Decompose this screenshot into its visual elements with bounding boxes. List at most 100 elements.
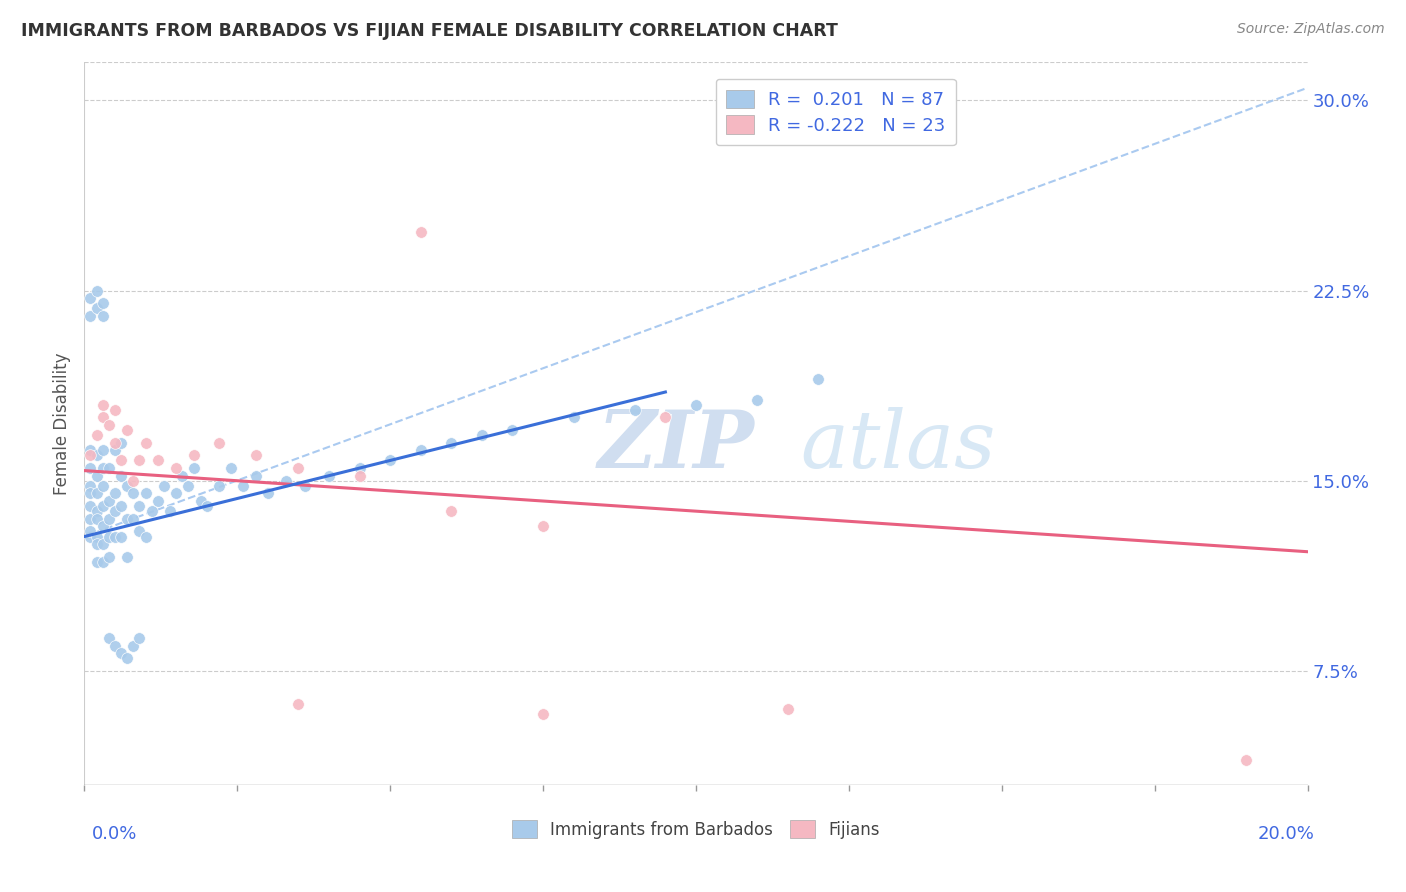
- Point: [86, 512, 108, 526]
- Point: [115, 479, 138, 493]
- Point: [91, 537, 114, 551]
- Point: [190, 494, 212, 508]
- Point: [165, 461, 187, 475]
- Point: [562, 410, 585, 425]
- Point: [110, 435, 132, 450]
- Text: atlas: atlas: [800, 407, 995, 484]
- Point: [97, 461, 120, 475]
- Point: [115, 423, 138, 437]
- Point: [208, 435, 231, 450]
- Point: [91, 398, 114, 412]
- Point: [97, 549, 120, 564]
- Point: [91, 309, 114, 323]
- Point: [245, 449, 267, 463]
- Point: [104, 504, 127, 518]
- Point: [409, 443, 432, 458]
- Point: [97, 494, 120, 508]
- Point: [91, 410, 114, 425]
- Point: [86, 486, 108, 500]
- Point: [104, 486, 127, 500]
- Point: [86, 529, 108, 543]
- Text: 0.0%: 0.0%: [91, 825, 136, 843]
- Point: [183, 461, 205, 475]
- Point: [79, 449, 101, 463]
- Point: [245, 468, 267, 483]
- Point: [104, 639, 127, 653]
- Point: [122, 512, 145, 526]
- Point: [232, 479, 254, 493]
- Point: [276, 474, 298, 488]
- Point: [86, 301, 108, 316]
- Point: [122, 639, 145, 653]
- Point: [141, 504, 163, 518]
- Point: [104, 529, 127, 543]
- Point: [91, 555, 114, 569]
- Point: [97, 529, 120, 543]
- Point: [91, 519, 114, 533]
- Point: [91, 443, 114, 458]
- Point: [531, 706, 554, 721]
- Point: [97, 512, 120, 526]
- Point: [1236, 753, 1258, 767]
- Point: [79, 443, 101, 458]
- Point: [776, 702, 799, 716]
- Point: [685, 398, 707, 412]
- Point: [86, 428, 108, 442]
- Point: [86, 468, 108, 483]
- Point: [79, 461, 101, 475]
- Point: [135, 435, 157, 450]
- Point: [128, 524, 150, 539]
- Point: [79, 524, 101, 539]
- Point: [135, 529, 157, 543]
- Y-axis label: Female Disability: Female Disability: [53, 352, 72, 495]
- Point: [146, 453, 169, 467]
- Point: [153, 479, 176, 493]
- Point: [79, 512, 101, 526]
- Text: Source: ZipAtlas.com: Source: ZipAtlas.com: [1237, 22, 1385, 37]
- Legend: Immigrants from Barbados, Fijians: Immigrants from Barbados, Fijians: [505, 814, 887, 846]
- Point: [747, 392, 769, 407]
- Point: [110, 499, 132, 513]
- Point: [104, 402, 127, 417]
- Point: [110, 453, 132, 467]
- Point: [172, 468, 194, 483]
- Point: [349, 461, 371, 475]
- Point: [97, 631, 120, 645]
- Point: [86, 449, 108, 463]
- Point: [208, 479, 231, 493]
- Point: [104, 435, 127, 450]
- Point: [183, 449, 205, 463]
- Point: [440, 435, 463, 450]
- Point: [91, 479, 114, 493]
- Point: [177, 479, 200, 493]
- Point: [128, 453, 150, 467]
- Point: [91, 499, 114, 513]
- Point: [86, 537, 108, 551]
- Point: [135, 486, 157, 500]
- Point: [115, 651, 138, 665]
- Point: [122, 486, 145, 500]
- Point: [349, 468, 371, 483]
- Point: [79, 529, 101, 543]
- Point: [159, 504, 181, 518]
- Point: [91, 296, 114, 310]
- Point: [115, 512, 138, 526]
- Point: [440, 504, 463, 518]
- Point: [79, 486, 101, 500]
- Point: [128, 499, 150, 513]
- Point: [287, 461, 309, 475]
- Point: [110, 529, 132, 543]
- Point: [128, 631, 150, 645]
- Point: [257, 486, 280, 500]
- Point: [318, 468, 340, 483]
- Point: [807, 372, 830, 386]
- Point: [287, 697, 309, 711]
- Point: [531, 519, 554, 533]
- Point: [79, 291, 101, 305]
- Point: [195, 499, 218, 513]
- Point: [380, 453, 402, 467]
- Point: [79, 499, 101, 513]
- Point: [654, 410, 676, 425]
- Point: [110, 646, 132, 660]
- Text: 20.0%: 20.0%: [1258, 825, 1315, 843]
